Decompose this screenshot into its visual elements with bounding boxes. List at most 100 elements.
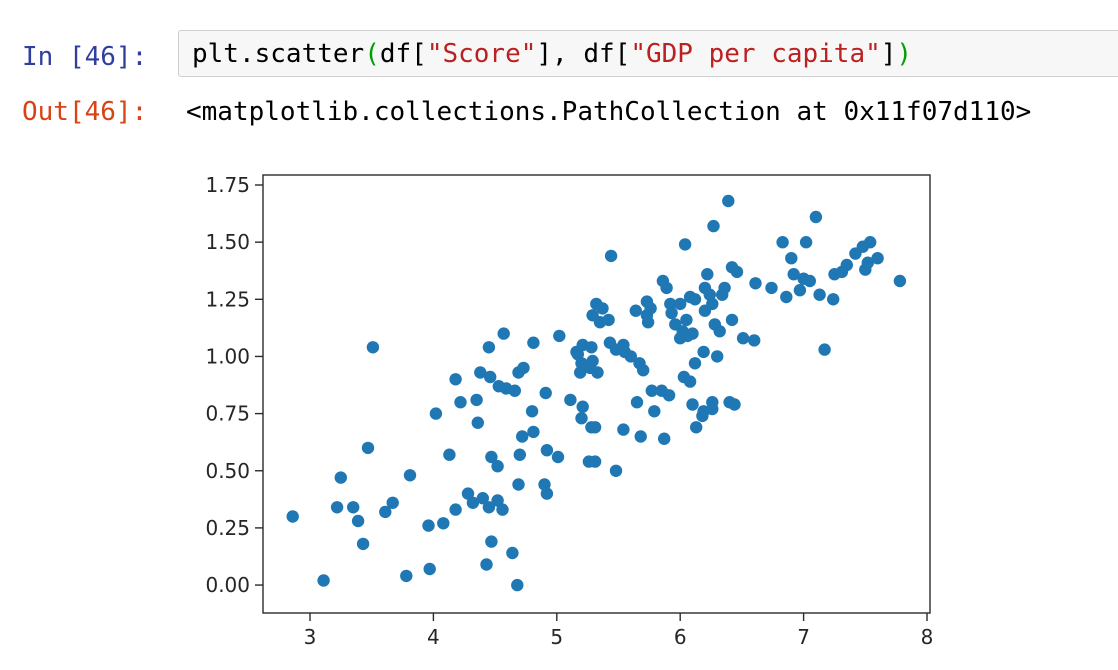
scatter-point (485, 535, 498, 548)
scatter-point (648, 405, 661, 418)
scatter-point (813, 288, 826, 301)
scatter-point (361, 441, 375, 455)
scatter-point (449, 373, 462, 386)
x-tick-label: 3 (304, 625, 317, 649)
scatter-point (484, 370, 497, 384)
scatter-point (588, 455, 602, 468)
y-tick-label: 0.50 (205, 459, 250, 483)
scatter-point (840, 258, 853, 272)
scatter-point (818, 343, 831, 356)
scatter-point (803, 274, 816, 288)
scatter-point (485, 450, 498, 464)
scatter-point (574, 366, 587, 379)
x-tick-label: 4 (427, 625, 440, 649)
scatter-point (861, 256, 874, 269)
scatter-point (697, 345, 710, 359)
x-tick-label: 6 (674, 625, 687, 649)
scatter-point (474, 366, 487, 379)
scatter-point (386, 496, 399, 509)
scatter-point (634, 430, 647, 443)
input-prompt: In [46]: (22, 42, 148, 72)
scatter-point (471, 416, 484, 429)
scatter-point (423, 562, 436, 576)
scatter-point (466, 496, 480, 509)
scatter-point (482, 341, 496, 354)
scatter-point (553, 329, 566, 343)
scatter-point (660, 281, 673, 295)
code-token: "Score" (426, 38, 537, 69)
scatter-point (748, 334, 761, 347)
scatter-point (664, 297, 677, 311)
scatter-point (674, 297, 687, 311)
scatter-point (730, 265, 744, 279)
scatter-point (476, 492, 489, 505)
scatter-point (496, 503, 509, 516)
scatter-point (540, 444, 554, 457)
scatter-point (491, 494, 504, 507)
scatter-point (690, 421, 703, 434)
scatter-point (864, 236, 877, 249)
scatter-point (564, 393, 577, 407)
x-tick-label: 8 (921, 625, 934, 649)
scatter-point (707, 219, 720, 233)
scatter-point (540, 487, 554, 500)
scatter-point (629, 304, 642, 317)
scatter-point (551, 450, 565, 464)
scatter-point (686, 398, 699, 411)
scatter-point (893, 274, 907, 288)
scatter-point (609, 464, 623, 477)
code-token: ) (896, 38, 913, 69)
scatter-point (624, 350, 637, 363)
x-tick-label: 5 (550, 625, 563, 649)
scatter-point (736, 332, 750, 345)
scatter-point (461, 487, 475, 500)
scatter-point (711, 350, 724, 363)
scatter-point (645, 384, 658, 397)
scatter-point (688, 293, 702, 306)
y-tick-label: 1.50 (205, 230, 250, 254)
scatter-point (630, 396, 644, 409)
scatter-point (706, 297, 719, 311)
y-tick-label: 0.00 (205, 573, 250, 597)
scatter-point (508, 384, 521, 397)
scatter-point (644, 302, 657, 315)
x-tick-label: 7 (797, 625, 810, 649)
output-prompt: Out[46]: (22, 97, 148, 127)
scatter-point (678, 238, 692, 251)
scatter-point (706, 396, 719, 409)
scatter-point (596, 302, 609, 315)
code-line[interactable]: plt.scatter(df["Score"], df["GDP per cap… (179, 39, 912, 69)
scatter-point (443, 448, 456, 461)
scatter-point (403, 469, 417, 482)
y-tick-label: 1.75 (205, 173, 250, 197)
scatter-point (525, 405, 539, 418)
scatter-point (576, 400, 589, 413)
scatter-point (588, 421, 602, 434)
scatter-point (527, 425, 540, 439)
scatter-point (688, 357, 702, 370)
y-tick-label: 0.75 (205, 402, 250, 426)
scatter-point (454, 396, 467, 409)
scatter-point (575, 412, 588, 425)
scatter-point (400, 569, 413, 583)
scatter-point (506, 546, 519, 560)
scatter-point (728, 398, 741, 411)
scatter-point (662, 389, 676, 402)
scatter-point (512, 478, 525, 491)
scatter-point (317, 574, 330, 587)
code-token: plt.scatter (192, 38, 365, 69)
scatter-point (429, 407, 443, 420)
scatter-point (366, 341, 380, 354)
scatter-point (780, 290, 793, 304)
scatter-point (480, 558, 493, 571)
scatter-point (351, 514, 365, 528)
output-repr-text: <matplotlib.collections.PathCollection a… (186, 97, 1032, 127)
scatter-point (713, 325, 726, 338)
code-cell-input[interactable]: plt.scatter(df["Score"], df["GDP per cap… (178, 30, 1118, 77)
scatter-point (513, 448, 526, 461)
scatter-point (799, 236, 813, 249)
scatter-point (871, 252, 884, 265)
scatter-point (585, 341, 598, 354)
scatter-point (722, 194, 735, 208)
